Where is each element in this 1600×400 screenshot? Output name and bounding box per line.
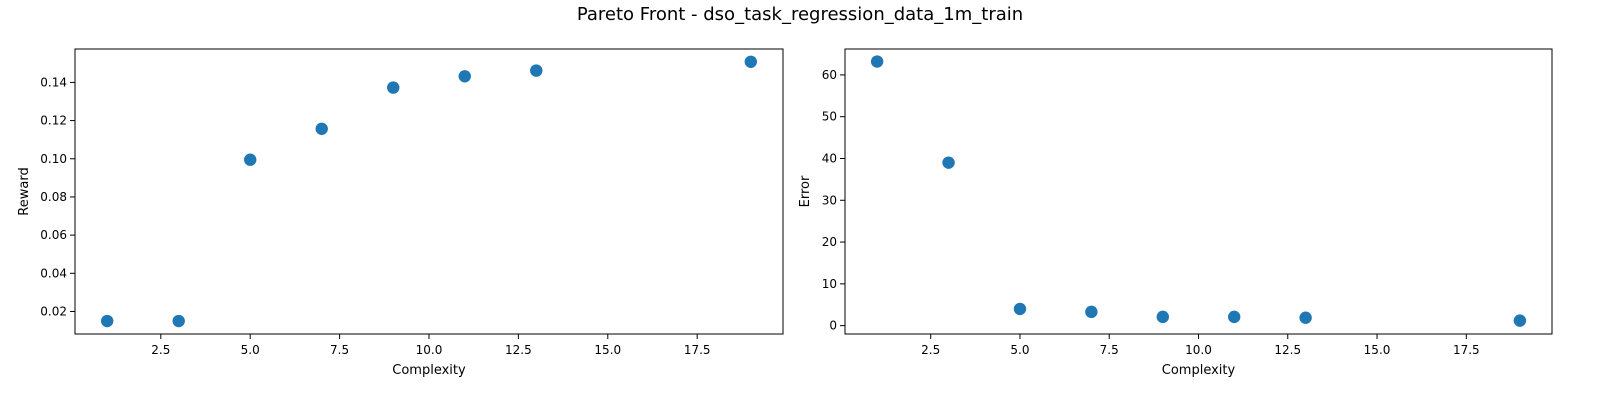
chart-reward-xtick-label: 7.5 [330,343,349,357]
chart-reward: 2.5 5.0 7.5 10.0 12.5 15.0 17.5 0.02 0.04 0.06 0.0… [17,48,784,378]
chart-error-xlabel: Complexity [1162,363,1236,378]
chart-error-ytick-label: 60 [822,68,837,82]
chart-error-frame [844,48,1553,335]
chart-error-point [1513,314,1527,327]
chart-error-xtick-label: 7.5 [1100,343,1119,357]
chart-reward-point [244,153,257,166]
chart-reward-ytick-label: 0.04 [40,266,67,280]
chart-reward-ytick-label: 0.14 [40,75,67,89]
chart-reward-point [387,81,400,94]
chart-error-ytick-label: 20 [822,235,837,249]
chart-error-point [1156,310,1169,324]
chart-reward-point [744,55,758,68]
chart-error-xtick-label: 15.0 [1364,343,1391,357]
figure-title: Pareto Front - dso_task_regression_data_… [576,4,1024,25]
chart-reward-frame [74,48,784,335]
chart-reward-xtick-label: 15.0 [594,343,621,357]
chart-error-xtick-label: 5.0 [1010,343,1029,357]
chart-reward-ytick-label: 0.10 [40,152,67,166]
chart-error-ytick-label: 50 [822,110,837,124]
chart-reward-ytick-label: 0.06 [40,228,67,242]
chart-reward-point [100,314,114,328]
chart-reward-ytick-label: 0.02 [40,304,67,318]
chart-error-point [942,156,955,169]
chart-reward-ylabel: Reward [17,167,32,215]
chart-error-ytick-label: 30 [822,193,837,207]
chart-error-ytick-label: 0 [829,319,837,333]
chart-error-xtick-label: 10.0 [1185,343,1212,357]
chart-error-ylabel: Error [798,175,813,207]
chart-reward-xlabel: Complexity [392,363,466,378]
chart-reward-xtick-label: 2.5 [151,343,170,357]
chart-reward-point [458,70,471,83]
chart-reward-xtick-label: 12.5 [505,343,532,357]
chart-error-point [1228,310,1241,324]
chart-reward-point [530,64,543,77]
chart-reward-point [172,314,185,328]
chart-error-xtick-label: 12.5 [1274,343,1301,357]
chart-reward-xtick-label: 10.0 [416,343,443,357]
chart-error-ytick-label: 40 [822,151,837,165]
chart-reward-xtick-label: 17.5 [684,343,711,357]
chart-reward-xtick-label: 5.0 [241,343,260,357]
chart-error-point [1299,311,1312,324]
chart-reward-ytick-label: 0.08 [40,190,67,204]
chart-error-xtick-label: 2.5 [921,343,940,357]
chart-reward-point [315,122,328,135]
chart-reward-ytick-label: 0.12 [40,114,67,128]
chart-error-point [1085,305,1098,319]
chart-error-point [1013,302,1027,316]
chart-error-ytick-label: 10 [822,277,837,291]
chart-error-xtick-label: 17.5 [1453,343,1480,357]
chart-error-point [870,55,884,68]
chart-error: 2.5 5.0 7.5 10.0 12.5 15.0 17.5 0 10 20 30 40 50 60 Co… [798,48,1553,378]
